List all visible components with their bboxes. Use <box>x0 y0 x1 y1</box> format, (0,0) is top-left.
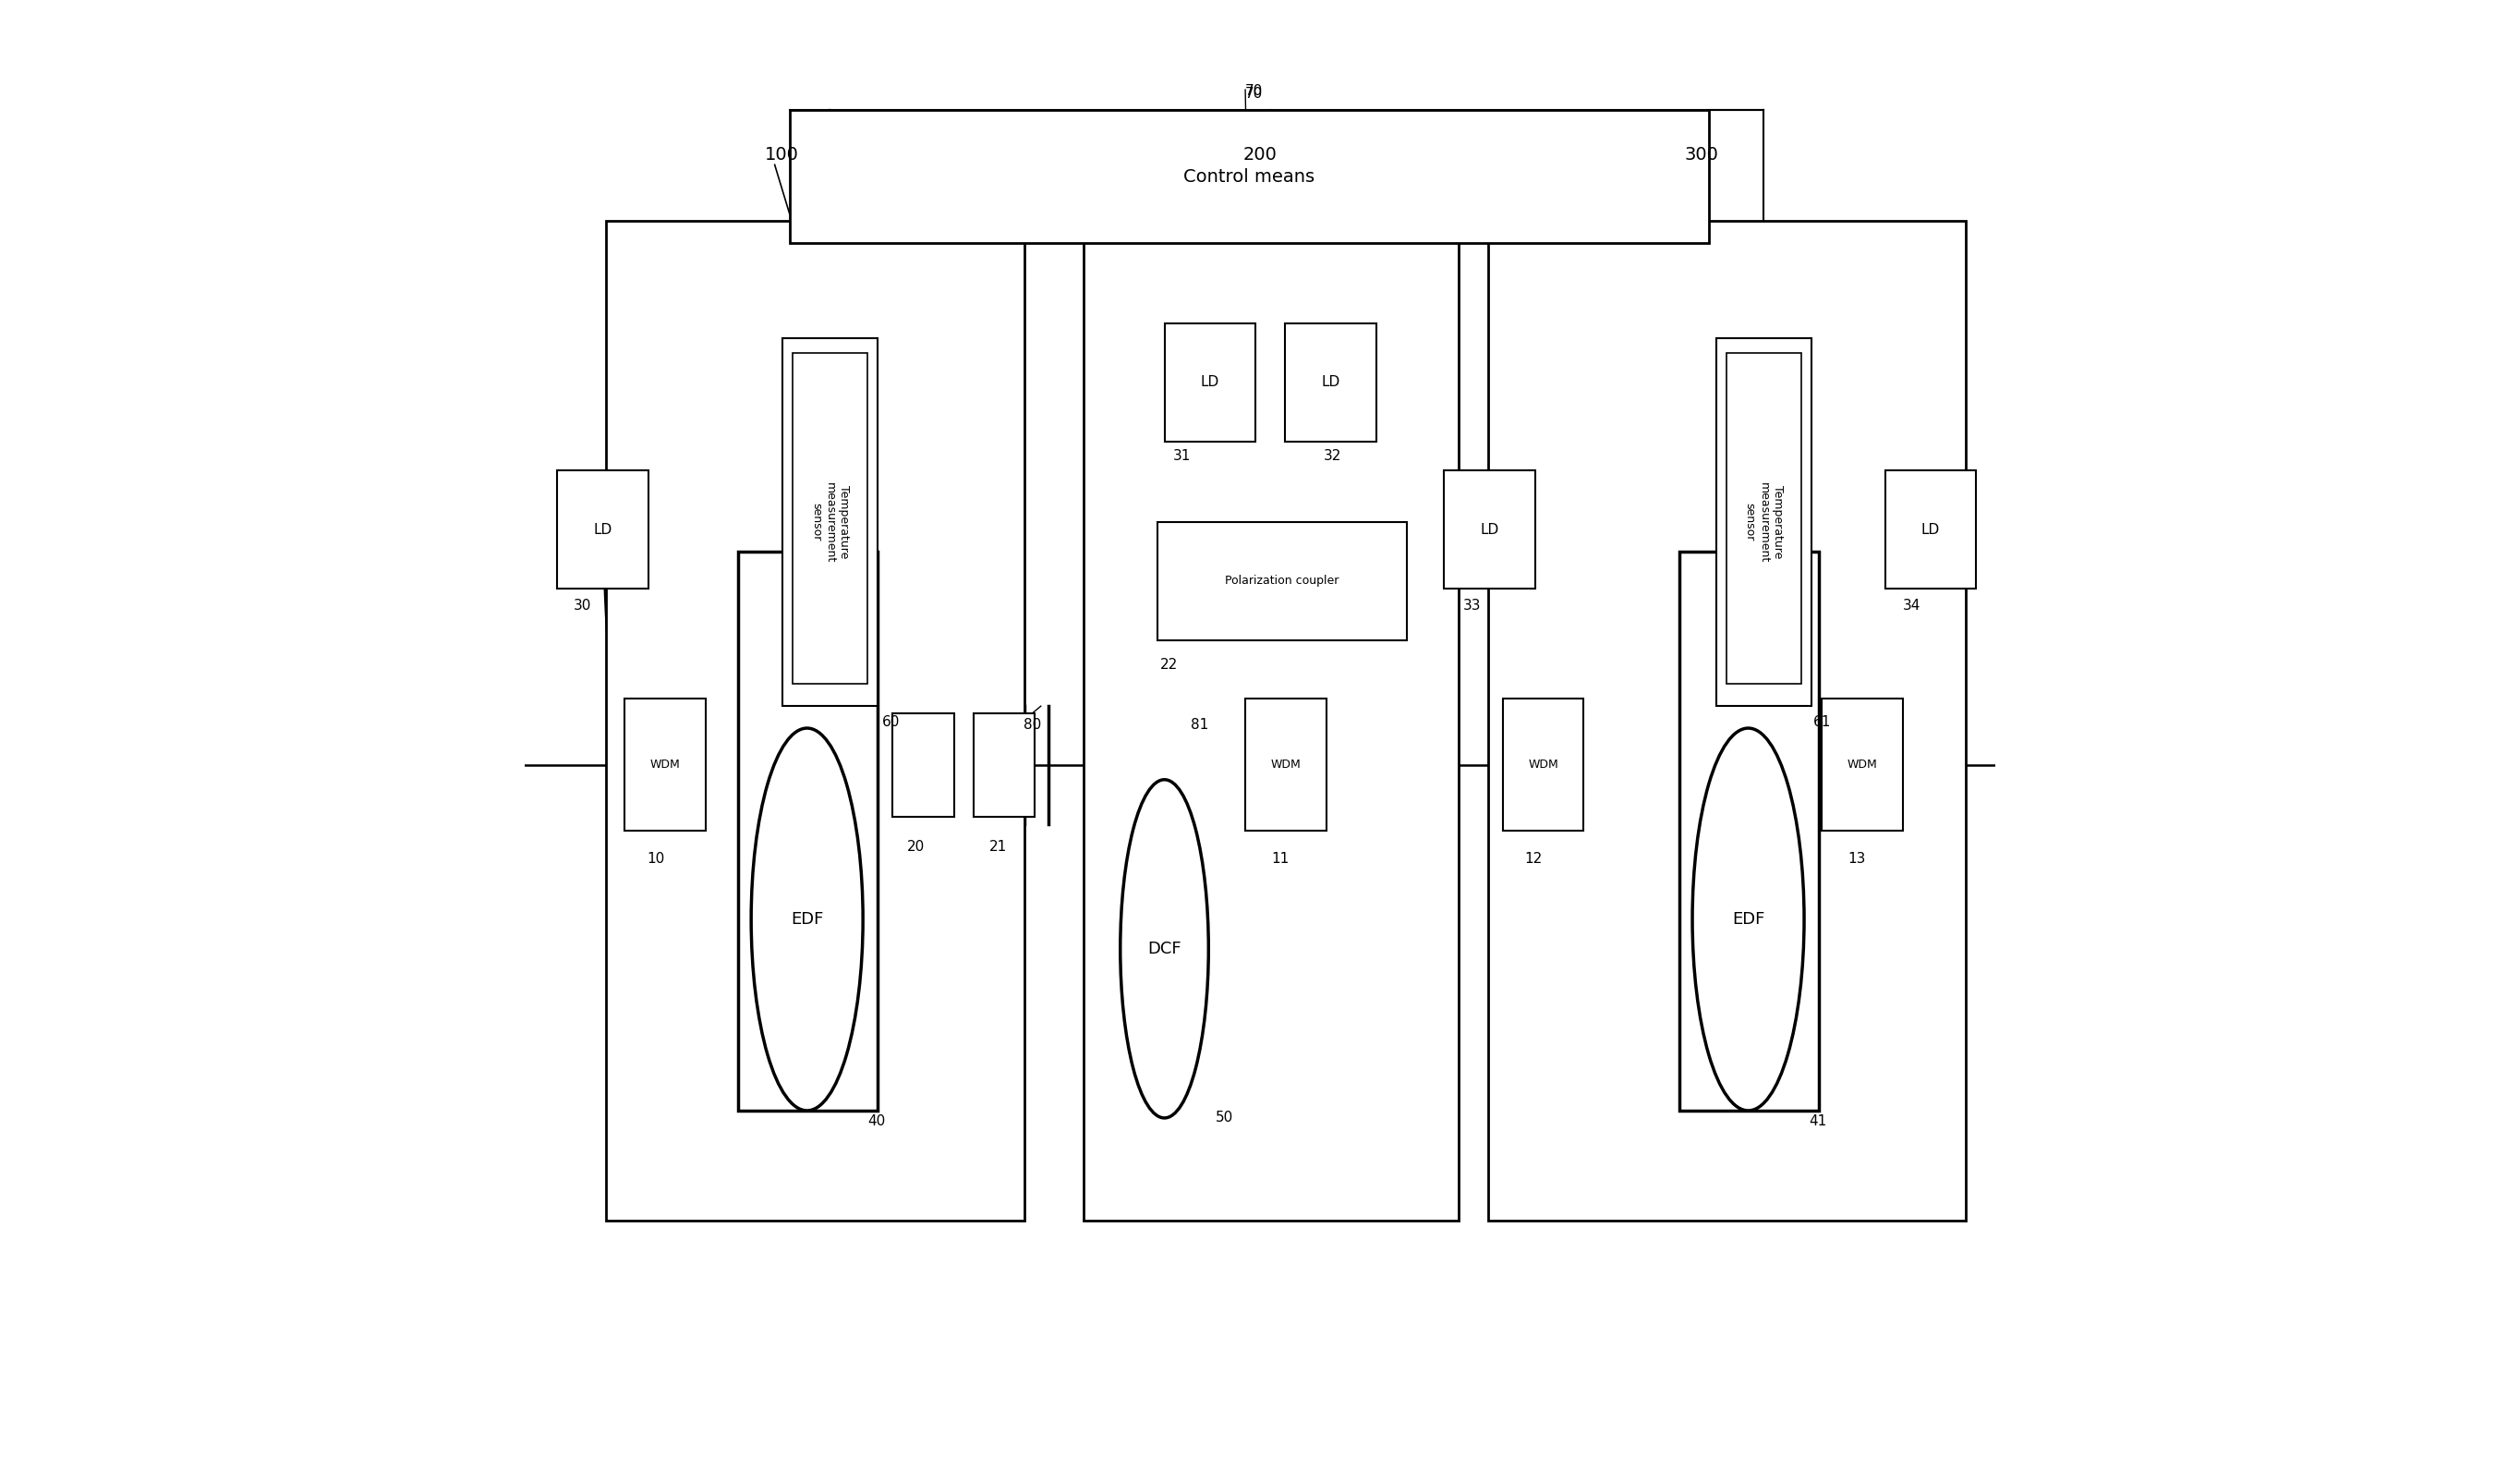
Text: LD: LD <box>1479 522 1499 537</box>
Bar <box>1285 324 1376 441</box>
Text: WDM: WDM <box>650 759 680 771</box>
Bar <box>1157 522 1406 640</box>
Text: 81: 81 <box>1192 718 1210 733</box>
Text: 100: 100 <box>766 146 799 163</box>
Text: Control means: Control means <box>1184 168 1315 185</box>
Text: Polarization coupler: Polarization coupler <box>1225 575 1338 587</box>
Text: 12: 12 <box>1525 852 1542 866</box>
Bar <box>1716 338 1812 706</box>
Text: 33: 33 <box>1464 599 1482 613</box>
Bar <box>781 338 877 706</box>
Text: WDM: WDM <box>1847 759 1877 771</box>
Text: WDM: WDM <box>1270 759 1300 771</box>
Bar <box>1487 221 1966 1221</box>
Text: 70: 70 <box>1245 87 1263 101</box>
Bar <box>738 552 877 1111</box>
Text: DCF: DCF <box>1147 940 1182 958</box>
Text: 70: 70 <box>1245 84 1263 99</box>
Bar <box>1885 471 1976 588</box>
Bar <box>1726 353 1802 684</box>
Text: 61: 61 <box>1812 715 1832 730</box>
Bar <box>1502 699 1583 831</box>
Text: 40: 40 <box>867 1114 885 1128</box>
Text: LD: LD <box>592 522 612 537</box>
Ellipse shape <box>751 728 862 1111</box>
Bar <box>1084 221 1459 1221</box>
Text: 80: 80 <box>1023 718 1041 733</box>
Bar <box>1822 699 1903 831</box>
Bar <box>1164 324 1255 441</box>
Text: 10: 10 <box>648 852 665 866</box>
Bar <box>973 713 1036 816</box>
Text: 50: 50 <box>1215 1111 1235 1125</box>
Bar <box>605 221 1026 1221</box>
Bar <box>892 713 955 816</box>
Text: LD: LD <box>1320 375 1341 390</box>
Text: LD: LD <box>1200 375 1220 390</box>
Ellipse shape <box>1121 780 1210 1118</box>
Ellipse shape <box>1693 728 1804 1111</box>
Bar <box>1678 552 1819 1111</box>
Text: 11: 11 <box>1273 852 1290 866</box>
Text: 30: 30 <box>572 599 592 613</box>
Text: 21: 21 <box>990 840 1008 855</box>
Text: 20: 20 <box>907 840 925 855</box>
Text: 200: 200 <box>1242 146 1278 163</box>
Bar <box>1444 471 1535 588</box>
Text: 32: 32 <box>1323 449 1341 463</box>
Text: 300: 300 <box>1683 146 1719 163</box>
Text: 31: 31 <box>1174 449 1192 463</box>
Bar <box>789 110 1709 243</box>
Bar <box>557 471 648 588</box>
Bar <box>1245 699 1326 831</box>
Text: 60: 60 <box>882 715 900 730</box>
Bar <box>791 353 867 684</box>
Bar <box>625 699 706 831</box>
Text: LD: LD <box>1920 522 1940 537</box>
Text: EDF: EDF <box>791 911 824 928</box>
Text: WDM: WDM <box>1527 759 1557 771</box>
Text: Temperature
measurement
sensor: Temperature measurement sensor <box>809 482 849 562</box>
Text: EDF: EDF <box>1731 911 1764 928</box>
Text: 34: 34 <box>1903 599 1920 613</box>
Text: 22: 22 <box>1159 658 1177 672</box>
Text: 13: 13 <box>1847 852 1867 866</box>
Text: 41: 41 <box>1809 1114 1827 1128</box>
Text: Temperature
measurement
sensor: Temperature measurement sensor <box>1744 482 1784 562</box>
